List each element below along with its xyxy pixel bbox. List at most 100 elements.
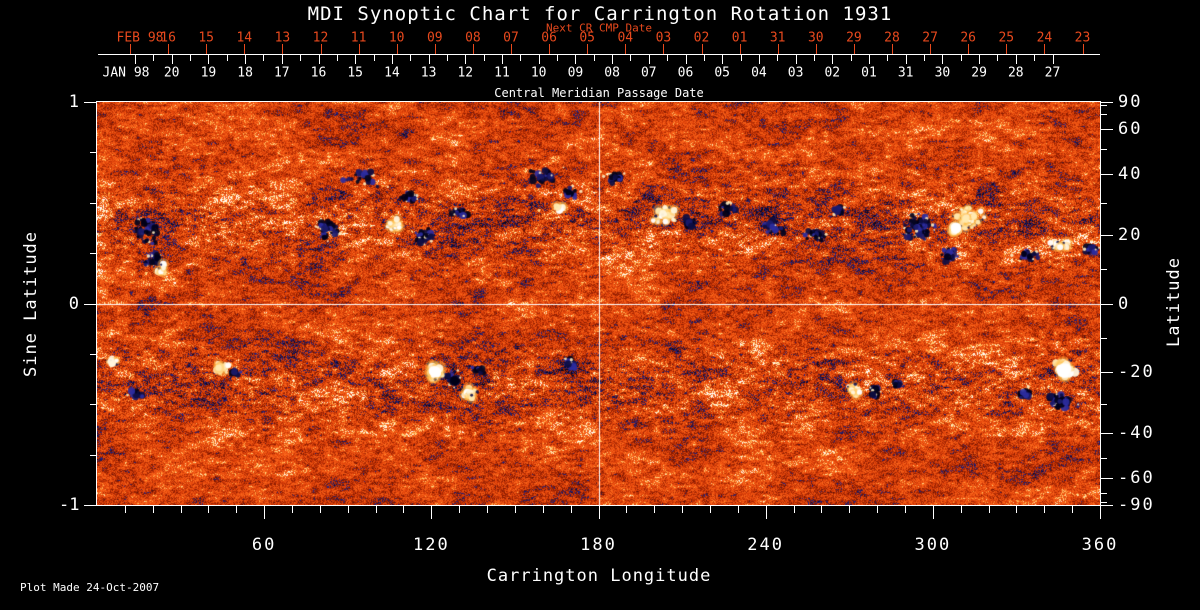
right-tick-label: -60 — [1118, 468, 1155, 488]
next-cr-tick — [206, 44, 208, 54]
right-major-tick — [1100, 234, 1113, 236]
cmp-halfday-tick — [777, 55, 779, 61]
bottom-major-tick — [264, 506, 266, 519]
bottom-minor-tick — [236, 506, 238, 513]
next-cr-day-label: 25 — [998, 30, 1015, 46]
next-cr-day-label: 13 — [274, 30, 291, 46]
next-cr-tick — [815, 44, 817, 54]
next-cr-day-label: 23 — [1074, 30, 1091, 46]
bottom-minor-tick — [514, 506, 516, 513]
cmp-halfday-tick — [263, 55, 265, 61]
cmp-halfday-tick — [300, 55, 302, 61]
bottom-minor-tick — [375, 506, 377, 513]
bottom-minor-tick — [877, 506, 879, 513]
next-cr-day-label: 03 — [655, 30, 672, 46]
left-tick-label: -1 — [59, 495, 80, 515]
cmp-day-tick — [1052, 55, 1054, 64]
bottom-minor-tick — [849, 506, 851, 513]
cmp-day-label: 28 — [1007, 65, 1024, 81]
bottom-minor-tick — [904, 506, 906, 513]
next-cr-day-label: 08 — [465, 30, 481, 46]
right-tick-label: -40 — [1118, 423, 1155, 444]
cmp-day-tick — [869, 55, 870, 64]
right-major-tick — [1100, 102, 1113, 103]
next-cr-day-label: 14 — [236, 30, 253, 46]
cmp-day-tick — [538, 55, 540, 64]
cmp-halfday-tick — [813, 55, 815, 61]
bottom-tick-label: 300 — [914, 535, 952, 555]
next-cr-tick — [1044, 44, 1046, 54]
right-tick-label: 40 — [1118, 163, 1143, 184]
cmp-halfday-tick — [410, 55, 412, 61]
cmp-day-label: 07 — [640, 65, 657, 81]
sine-latitude-axis-title: Sine Latitude — [21, 230, 41, 378]
left-major-tick — [84, 102, 97, 103]
cmp-day-label: 30 — [934, 65, 951, 81]
right-minor-tick — [1100, 501, 1107, 503]
right-minor-tick — [1100, 202, 1107, 204]
cmp-day-tick — [465, 55, 467, 64]
bottom-minor-tick — [626, 506, 628, 513]
next-cr-day-label: 05 — [579, 30, 596, 46]
chart-title: MDI Synoptic Chart for Carrington Rotati… — [307, 3, 893, 25]
left-major-tick — [84, 505, 97, 506]
cmp-month-label: JAN 98 — [102, 65, 150, 81]
bottom-minor-tick — [152, 506, 154, 513]
right-minor-tick — [1100, 492, 1107, 494]
bottom-minor-tick — [292, 506, 294, 513]
right-major-tick — [1100, 505, 1113, 506]
bottom-tick-label: 360 — [1081, 535, 1119, 555]
cmp-halfday-tick — [190, 55, 192, 61]
bottom-tick-label: 120 — [412, 535, 450, 555]
next-cr-tick — [1006, 44, 1008, 54]
right-minor-tick — [1100, 149, 1107, 151]
right-tick-label: -20 — [1118, 362, 1155, 383]
next-cr-tick — [625, 44, 627, 54]
left-minor-tick — [90, 152, 97, 154]
cmp-day-tick — [758, 55, 760, 64]
next-cr-tick — [358, 44, 360, 54]
date-axis-line — [98, 54, 1100, 55]
left-minor-tick — [90, 202, 97, 204]
cmp-day-tick — [685, 55, 687, 64]
next-cr-day-label: 31 — [769, 30, 786, 46]
cmp-day-tick — [575, 55, 577, 64]
cmp-day-tick — [391, 55, 393, 64]
bottom-tick-label: 180 — [580, 535, 617, 555]
left-tick-label: 0 — [68, 293, 79, 314]
next-cr-day-label: 09 — [426, 30, 443, 46]
next-cr-tick — [511, 44, 512, 54]
bottom-major-tick — [932, 506, 934, 519]
cmp-halfday-tick — [924, 55, 926, 61]
cmp-day-tick — [795, 55, 797, 64]
next-cr-day-label: 24 — [1036, 30, 1053, 46]
next-cr-tick — [892, 44, 893, 54]
next-cr-tick — [739, 44, 741, 54]
cmp-day-label: 06 — [677, 65, 694, 81]
cmp-day-tick — [208, 55, 210, 64]
cmp-day-label: 29 — [971, 65, 987, 81]
left-minor-tick — [90, 353, 97, 355]
right-minor-tick — [1100, 268, 1107, 270]
cmp-day-tick — [281, 55, 283, 64]
cmp-day-tick — [502, 55, 503, 64]
next-cr-day-label: 15 — [198, 30, 215, 46]
cmp-halfday-tick — [850, 55, 852, 61]
right-minor-tick — [1100, 114, 1107, 116]
bottom-major-tick — [765, 506, 767, 519]
cmp-halfday-tick — [1034, 55, 1036, 61]
right-major-tick — [1100, 128, 1113, 130]
next-cr-tick — [930, 44, 932, 54]
next-cr-tick — [130, 44, 131, 54]
left-major-tick — [84, 303, 97, 305]
right-minor-tick — [1100, 338, 1107, 340]
cmp-halfday-tick — [593, 55, 595, 61]
cmp-day-label: 20 — [163, 65, 180, 81]
next-cr-tick — [777, 44, 779, 54]
cmp-day-label: 03 — [787, 65, 804, 81]
next-cr-tick — [701, 44, 703, 54]
next-cr-day-label: 28 — [884, 30, 900, 46]
right-tick-label: 20 — [1118, 224, 1143, 245]
cmp-day-label: 27 — [1044, 65, 1061, 81]
left-minor-tick — [90, 253, 97, 255]
